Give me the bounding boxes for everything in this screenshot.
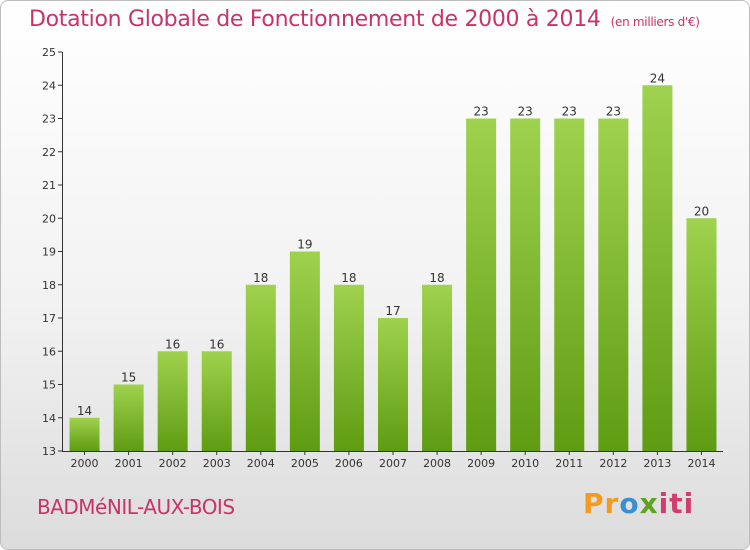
bar-2005 bbox=[289, 251, 320, 451]
x-tick-label: 2007 bbox=[379, 457, 407, 470]
chart-title: Dotation Globale de Fonctionnement de 20… bbox=[29, 7, 700, 32]
bar-value-label: 24 bbox=[650, 71, 665, 85]
bar-value-label: 18 bbox=[253, 271, 268, 285]
y-tick-label: 15 bbox=[42, 379, 56, 392]
x-tick-label: 2002 bbox=[159, 457, 187, 470]
bar-2006 bbox=[333, 284, 364, 451]
x-tick-label: 2000 bbox=[71, 457, 99, 470]
y-tick-label: 19 bbox=[42, 246, 56, 259]
x-tick-label: 2008 bbox=[423, 457, 451, 470]
chart-unit: (en milliers d'€) bbox=[610, 15, 700, 29]
bar-value-label: 17 bbox=[385, 304, 400, 318]
y-tick-label: 14 bbox=[42, 412, 56, 425]
bar-2008 bbox=[422, 284, 453, 451]
bar-2009 bbox=[466, 118, 497, 451]
bar-2001 bbox=[113, 384, 144, 451]
y-tick-label: 22 bbox=[42, 146, 56, 159]
bar-2011 bbox=[554, 118, 585, 451]
y-tick-label: 18 bbox=[42, 279, 56, 292]
bar-value-label: 23 bbox=[518, 105, 533, 119]
x-axis-ticks: 2000 2001 2002 2003 2004 2005 2006 2007 2008 2009… bbox=[71, 451, 715, 470]
proxiti-logo[interactable]: Proxiti bbox=[583, 487, 694, 520]
chart-title-text: Dotation Globale de Fonctionnement de 20… bbox=[29, 7, 601, 32]
bar-value-label: 16 bbox=[165, 337, 180, 351]
y-axis-ticks: 13 14 15 16 17 18 19 20 21 22 23 24 25 bbox=[42, 46, 62, 458]
bars-group: 14 15 16 16 18 19 18 17 18 23 23 23 23 24 20 bbox=[69, 71, 717, 451]
x-tick-label: 2001 bbox=[115, 457, 143, 470]
x-tick-label: 2003 bbox=[203, 457, 231, 470]
bar-2014 bbox=[686, 218, 717, 451]
y-tick-label: 25 bbox=[42, 46, 56, 59]
y-tick-label: 24 bbox=[42, 79, 56, 92]
x-tick-label: 2014 bbox=[687, 457, 715, 470]
logo-letter-x: x bbox=[639, 487, 659, 520]
bar-2007 bbox=[378, 318, 408, 451]
bar-2002 bbox=[157, 351, 188, 451]
bar-value-label: 23 bbox=[473, 105, 488, 119]
y-tick-label: 21 bbox=[42, 179, 56, 192]
x-tick-label: 2006 bbox=[335, 457, 363, 470]
x-tick-label: 2010 bbox=[511, 457, 539, 470]
x-tick-label: 2009 bbox=[467, 457, 495, 470]
x-tick-label: 2004 bbox=[247, 457, 275, 470]
x-tick-label: 2013 bbox=[643, 457, 671, 470]
y-tick-label: 13 bbox=[42, 445, 56, 458]
x-tick-label: 2011 bbox=[555, 457, 583, 470]
y-tick-label: 20 bbox=[42, 212, 56, 225]
x-tick-label: 2012 bbox=[599, 457, 627, 470]
bar-value-label: 19 bbox=[297, 238, 312, 252]
logo-letter-o: o bbox=[619, 487, 640, 520]
y-tick-label: 23 bbox=[42, 113, 56, 126]
bar-value-label: 20 bbox=[694, 204, 709, 218]
logo-letters-iti: iti bbox=[658, 487, 695, 520]
bar-value-label: 18 bbox=[429, 271, 444, 285]
commune-name: BADMéNIL-AUX-BOIS bbox=[37, 495, 235, 519]
bar-2003 bbox=[201, 351, 232, 451]
bar-value-label: 18 bbox=[341, 271, 356, 285]
bar-value-label: 23 bbox=[606, 105, 621, 119]
bar-value-label: 16 bbox=[209, 337, 224, 351]
y-tick-label: 16 bbox=[42, 345, 56, 358]
logo-letters-pr: Pr bbox=[583, 487, 620, 520]
bar-value-label: 14 bbox=[77, 404, 92, 418]
bar-2013 bbox=[642, 85, 673, 451]
bar-2010 bbox=[510, 118, 541, 451]
bar-value-label: 15 bbox=[121, 371, 136, 385]
bar-2000 bbox=[69, 417, 100, 451]
y-tick-label: 17 bbox=[42, 312, 56, 325]
bar-2004 bbox=[245, 284, 276, 451]
bar-2012 bbox=[598, 118, 629, 451]
x-tick-label: 2005 bbox=[291, 457, 319, 470]
bar-value-label: 23 bbox=[562, 105, 577, 119]
